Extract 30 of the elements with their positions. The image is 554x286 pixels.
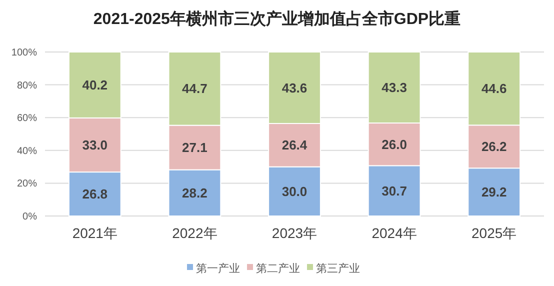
data-label: 43.3 [382,80,407,96]
legend-label: 第二产业 [256,262,300,275]
chart-title: 2021-2025年横州市三次产业增加值占全市GDP比重 [93,10,461,28]
data-label: 40.2 [82,78,108,93]
y-tick-label: 0% [22,212,38,222]
data-label: 26.8 [82,186,108,202]
x-tick-label: 2024年 [372,225,417,241]
y-tick-label: 20% [16,178,38,190]
x-tick-label: 2022年 [172,225,218,241]
data-label: 26.0 [382,136,407,152]
data-label: 29.2 [481,184,507,200]
data-label: 27.1 [182,140,208,156]
y-tick-label: 100% [11,48,38,58]
data-label: 44.7 [182,81,208,96]
data-label: 26.2 [481,139,507,154]
x-tick-label: 2025年 [472,225,517,241]
data-label: 30.0 [282,184,308,199]
data-label: 28.2 [182,185,208,200]
y-tick-label: 60% [16,113,38,124]
data-label: 33.0 [82,138,108,153]
x-tick-label: 2023年 [272,225,318,241]
legend-label: 第三产业 [316,262,360,275]
legend-label: 第一产业 [196,262,240,275]
data-label: 44.6 [481,81,507,96]
data-label: 43.6 [282,80,308,96]
y-tick-label: 80% [16,80,38,92]
x-tick-label: 2021年 [72,225,118,241]
data-label: 30.7 [382,183,407,198]
y-tick-label: 40% [16,146,38,157]
data-label: 26.4 [282,138,308,153]
